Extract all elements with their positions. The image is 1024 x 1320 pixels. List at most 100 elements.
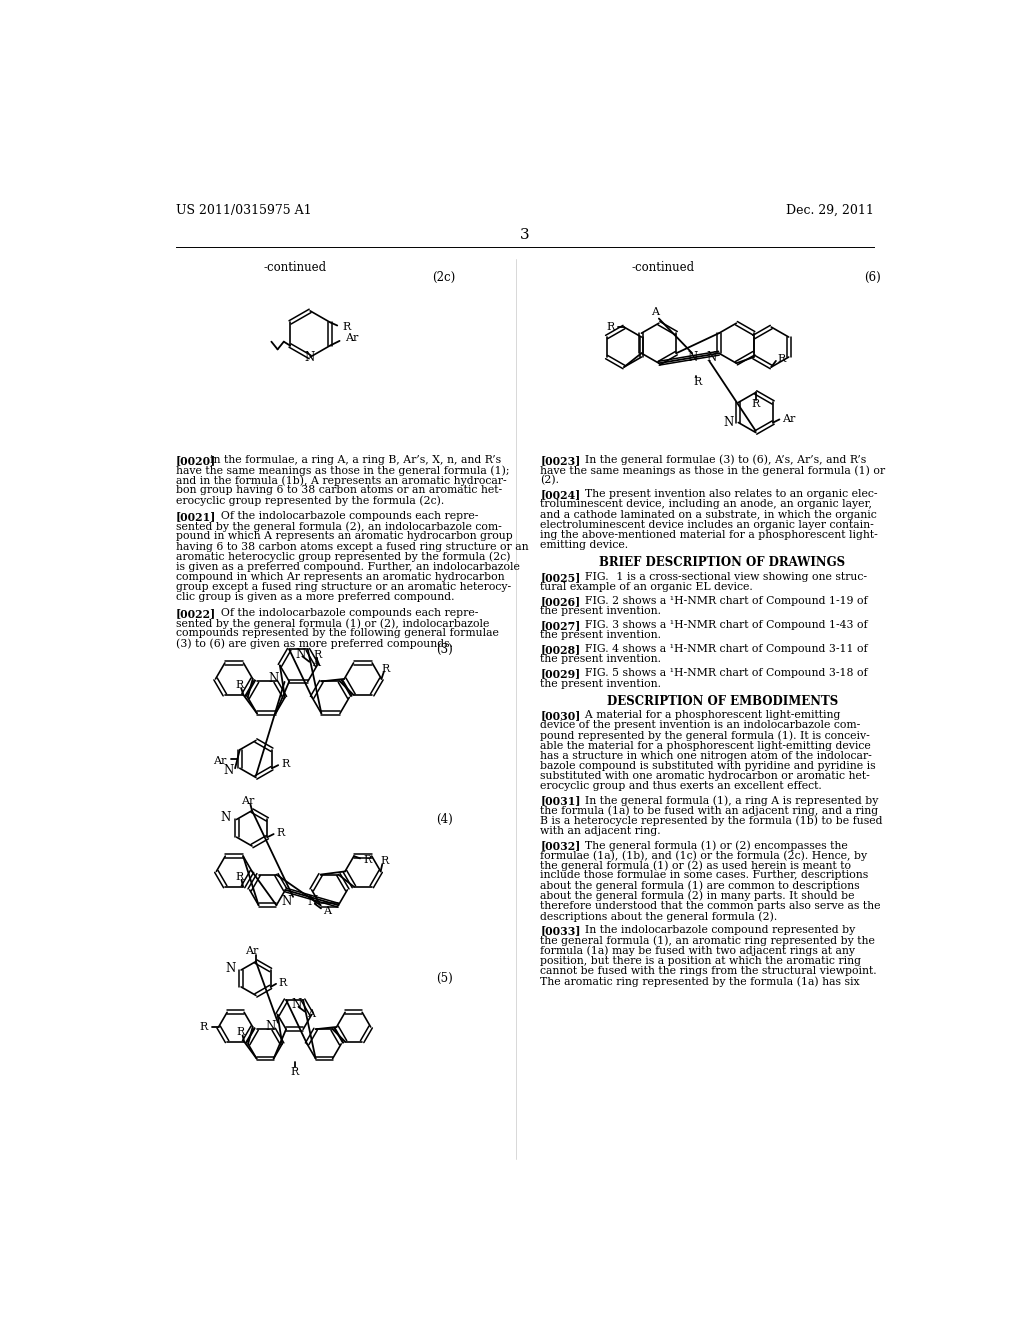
Text: FIG. 2 shows a ¹H-NMR chart of Compound 1-19 of: FIG. 2 shows a ¹H-NMR chart of Compound … [574, 595, 868, 606]
Text: N: N [281, 895, 291, 908]
Text: The present invention also relates to an organic elec-: The present invention also relates to an… [574, 490, 878, 499]
Text: In the indolocarbazole compound represented by: In the indolocarbazole compound represen… [574, 925, 856, 935]
Text: able the material for a phosphorescent light-emitting device: able the material for a phosphorescent l… [541, 741, 871, 751]
Text: R: R [282, 759, 290, 770]
Text: is given as a preferred compound. Further, an indolocarbazole: is given as a preferred compound. Furthe… [176, 562, 520, 572]
Text: the present invention.: the present invention. [541, 630, 662, 640]
Text: erocyclic group and thus exerts an excellent effect.: erocyclic group and thus exerts an excel… [541, 781, 822, 792]
Text: R: R [343, 322, 351, 333]
Text: N: N [224, 764, 234, 777]
Text: In the general formulae (3) to (6), A’s, Ar’s, and R’s: In the general formulae (3) to (6), A’s,… [574, 455, 866, 466]
Text: with an adjacent ring.: with an adjacent ring. [541, 826, 660, 836]
Text: R: R [693, 376, 701, 387]
Text: emitting device.: emitting device. [541, 540, 629, 550]
Text: [0021]: [0021] [176, 511, 216, 523]
Text: 3: 3 [520, 228, 529, 243]
Text: and a cathode laminated on a substrate, in which the organic: and a cathode laminated on a substrate, … [541, 510, 877, 520]
Text: Ar: Ar [241, 796, 254, 805]
Text: R: R [200, 1022, 208, 1032]
Text: BRIEF DESCRIPTION OF DRAWINGS: BRIEF DESCRIPTION OF DRAWINGS [599, 556, 846, 569]
Text: Dec. 29, 2011: Dec. 29, 2011 [785, 205, 873, 218]
Text: N: N [295, 648, 305, 660]
Text: FIG. 5 shows a ¹H-NMR chart of Compound 3-18 of: FIG. 5 shows a ¹H-NMR chart of Compound … [574, 668, 868, 678]
Text: troluminescent device, including an anode, an organic layer,: troluminescent device, including an anod… [541, 499, 872, 510]
Text: Of the indolocarbazole compounds each repre-: Of the indolocarbazole compounds each re… [210, 511, 478, 521]
Text: -continued: -continued [631, 261, 694, 275]
Text: (2c): (2c) [432, 271, 455, 284]
Text: [0027]: [0027] [541, 620, 581, 631]
Text: N: N [268, 672, 279, 685]
Text: R: R [279, 978, 287, 989]
Text: R: R [237, 1027, 245, 1038]
Text: the present invention.: the present invention. [541, 655, 662, 664]
Text: [0033]: [0033] [541, 925, 581, 936]
Text: having 6 to 38 carbon atoms except a fused ring structure or an: having 6 to 38 carbon atoms except a fus… [176, 541, 528, 552]
Text: R: R [313, 649, 322, 660]
Text: [0022]: [0022] [176, 609, 216, 619]
Text: formula (1a) may be fused with two adjacent rings at any: formula (1a) may be fused with two adjac… [541, 945, 855, 956]
Text: R: R [606, 322, 614, 333]
Text: R: R [364, 855, 372, 865]
Text: cannot be fused with the rings from the structural viewpoint.: cannot be fused with the rings from the … [541, 966, 877, 975]
Text: ing the above-mentioned material for a phosphorescent light-: ing the above-mentioned material for a p… [541, 529, 878, 540]
Text: therefore understood that the common parts also serve as the: therefore understood that the common par… [541, 902, 881, 911]
Text: aromatic heterocyclic group represented by the formula (2c): aromatic heterocyclic group represented … [176, 552, 511, 562]
Text: position, but there is a position at which the aromatic ring: position, but there is a position at whi… [541, 956, 861, 966]
Text: N: N [307, 895, 317, 908]
Text: pound in which A represents an aromatic hydrocarbon group: pound in which A represents an aromatic … [176, 532, 513, 541]
Text: FIG. 4 shows a ¹H-NMR chart of Compound 3-11 of: FIG. 4 shows a ¹H-NMR chart of Compound … [574, 644, 868, 655]
Text: N: N [687, 351, 697, 363]
Text: bazole compound is substituted with pyridine and pyridine is: bazole compound is substituted with pyri… [541, 762, 876, 771]
Text: [0029]: [0029] [541, 668, 581, 680]
Text: DESCRIPTION OF EMBODIMENTS: DESCRIPTION OF EMBODIMENTS [607, 694, 838, 708]
Text: about the general formula (1) are common to descriptions: about the general formula (1) are common… [541, 880, 860, 891]
Text: Ar: Ar [345, 333, 358, 343]
Text: have the same meanings as those in the general formula (1) or: have the same meanings as those in the g… [541, 465, 886, 475]
Text: R: R [752, 399, 760, 409]
Text: In the general formula (1), a ring A is represented by: In the general formula (1), a ring A is … [574, 796, 879, 807]
Text: N: N [266, 1020, 276, 1034]
Text: R: R [777, 354, 785, 364]
Text: (2).: (2). [541, 475, 559, 486]
Text: has a structure in which one nitrogen atom of the indolocar-: has a structure in which one nitrogen at… [541, 751, 872, 762]
Text: the present invention.: the present invention. [541, 606, 662, 616]
Text: device of the present invention is an indolocarbazole com-: device of the present invention is an in… [541, 721, 860, 730]
Text: descriptions about the general formula (2).: descriptions about the general formula (… [541, 911, 777, 921]
Text: A: A [312, 659, 321, 668]
Text: R: R [276, 829, 285, 838]
Text: R: R [236, 680, 244, 690]
Text: [0026]: [0026] [541, 595, 581, 607]
Text: compounds represented by the following general formulae: compounds represented by the following g… [176, 628, 499, 639]
Text: Ar: Ar [246, 946, 259, 957]
Text: N: N [304, 351, 314, 364]
Text: have the same meanings as those in the general formula (1);: have the same meanings as those in the g… [176, 465, 510, 475]
Text: N: N [291, 998, 301, 1011]
Text: [0025]: [0025] [541, 572, 581, 582]
Text: pound represented by the general formula (1). It is conceiv-: pound represented by the general formula… [541, 731, 870, 742]
Text: A material for a phosphorescent light-emitting: A material for a phosphorescent light-em… [574, 710, 841, 721]
Text: [0030]: [0030] [541, 710, 581, 721]
Text: the general formula (1) or (2) as used herein is meant to: the general formula (1) or (2) as used h… [541, 861, 851, 871]
Text: [0032]: [0032] [541, 840, 581, 851]
Text: N: N [707, 351, 717, 363]
Text: (5): (5) [436, 972, 454, 985]
Text: [0028]: [0028] [541, 644, 581, 655]
Text: formulae (1a), (1b), and (1c) or the formula (2c). Hence, by: formulae (1a), (1b), and (1c) or the for… [541, 850, 867, 861]
Text: the formula (1a) to be fused with an adjacent ring, and a ring: the formula (1a) to be fused with an adj… [541, 805, 879, 816]
Text: Ar: Ar [213, 755, 226, 766]
Text: FIG.   1 is a cross-sectional view showing one struc-: FIG. 1 is a cross-sectional view showing… [574, 572, 867, 582]
Text: sented by the general formula (1) or (2), indolocarbazole: sented by the general formula (1) or (2)… [176, 618, 489, 628]
Text: R: R [236, 871, 244, 882]
Text: The aromatic ring represented by the formula (1a) has six: The aromatic ring represented by the for… [541, 975, 860, 986]
Text: the present invention.: the present invention. [541, 678, 662, 689]
Text: bon group having 6 to 38 carbon atoms or an aromatic het-: bon group having 6 to 38 carbon atoms or… [176, 486, 502, 495]
Text: US 2011/0315975 A1: US 2011/0315975 A1 [176, 205, 311, 218]
Text: R: R [381, 664, 389, 675]
Text: Ar: Ar [782, 413, 796, 424]
Text: erocyclic group represented by the formula (2c).: erocyclic group represented by the formu… [176, 495, 444, 506]
Text: sented by the general formula (2), an indolocarbazole com-: sented by the general formula (2), an in… [176, 521, 502, 532]
Text: N: N [225, 962, 236, 975]
Text: -continued: -continued [263, 261, 327, 275]
Text: A: A [307, 1008, 315, 1019]
Text: clic group is given as a more preferred compound.: clic group is given as a more preferred … [176, 593, 455, 602]
